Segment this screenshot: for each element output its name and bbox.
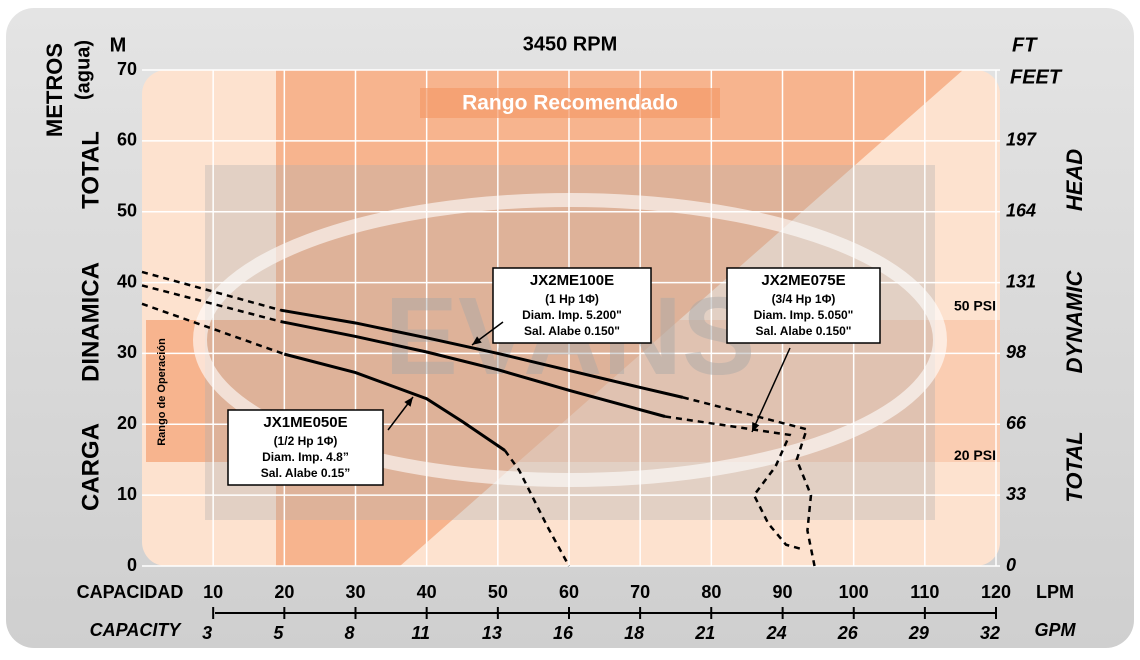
left-axis-title: TOTAL [77, 131, 104, 209]
annotation-title: JX2ME075E [761, 272, 845, 289]
y2-tick-label: 66 [1006, 413, 1027, 433]
right-axis-title: DYNAMIC [1062, 270, 1087, 374]
right-unit: FT [1012, 34, 1038, 56]
chart-title: 3450 RPM [523, 33, 618, 55]
y2-tick-label: 164 [1006, 200, 1036, 220]
x2-tick-label: 8 [344, 623, 354, 643]
curve [141, 302, 285, 356]
annotation-detail: Diam. Imp. 5.200" [522, 308, 622, 322]
left-unit: M [110, 34, 127, 56]
right-axis-title: HEAD [1062, 149, 1087, 211]
x2-tick-label: 18 [624, 623, 644, 643]
region-label: Rango Recomendado [462, 92, 678, 115]
x-unit: LPM [1036, 582, 1074, 602]
x2-unit: GPM [1034, 620, 1076, 640]
x2-tick-label: 3 [202, 623, 212, 643]
right-unit: FEET [1010, 66, 1063, 88]
psi-label: 50 PSI [954, 297, 996, 313]
annotation-arrowhead [404, 397, 413, 407]
x2-tick-label: 5 [273, 623, 284, 643]
annotation-arrow [751, 347, 791, 433]
x2-tick-label: 16 [553, 623, 574, 643]
y-tick-label: 40 [117, 271, 137, 291]
psi-band [276, 320, 1000, 462]
y-tick-label: 30 [117, 342, 137, 362]
annotation-detail: Sal. Alabe 0.150" [756, 324, 852, 338]
annotation-detail: (1 Hp 1Φ) [545, 292, 599, 306]
annotation-box [492, 267, 652, 344]
curve [141, 270, 282, 312]
left-axis-title: DINAMICA [77, 262, 104, 382]
x-tick-label: 50 [488, 582, 508, 602]
annotation-detail: Sal. Alabe 0.150" [524, 324, 620, 338]
annotation-detail: Diam. Imp. 4.8” [262, 450, 349, 464]
annotation-arrowhead [752, 422, 760, 432]
y-tick-label: 10 [117, 484, 137, 504]
x-tick-label: 100 [839, 582, 869, 602]
x-tick-label: 20 [274, 582, 294, 602]
x2-tick-label: 24 [766, 623, 787, 643]
y-tick-label: 0 [127, 555, 137, 575]
x-tick-label: 40 [417, 582, 437, 602]
curve [664, 415, 805, 551]
y2-tick-label: 33 [1006, 484, 1026, 504]
annotation-box [227, 409, 384, 486]
right-axis-title: TOTAL [1062, 431, 1087, 502]
y2-tick-label: 0 [1006, 555, 1016, 575]
x-tick-label: 110 [910, 582, 939, 602]
x2-tick-label: 13 [482, 623, 502, 643]
y2-tick-label: 197 [1006, 130, 1037, 150]
curve [141, 284, 282, 323]
annotation-arrowhead [472, 336, 482, 345]
watermark-ring [193, 193, 947, 487]
y2-tick-label: 98 [1006, 342, 1026, 362]
operation-label: Rango de Operación [156, 338, 168, 446]
x-tick-label: 60 [559, 582, 579, 602]
region-label-bg [420, 88, 720, 118]
x-tick-label: 10 [203, 582, 223, 602]
x2-tick-label: 32 [980, 623, 1000, 643]
x2-tick-label: 26 [837, 623, 859, 643]
annotation-detail: (1/2 Hp 1Φ) [274, 434, 338, 448]
curve [280, 320, 666, 418]
x-tick-label: 80 [701, 582, 721, 602]
psi-label: 20 PSI [954, 447, 996, 463]
left-title: (agua) [72, 40, 94, 100]
x-tick-label: 70 [630, 582, 650, 602]
curve [503, 449, 571, 567]
x-tick-label: 90 [772, 582, 792, 602]
annotation-detail: Diam. Imp. 5.050" [754, 308, 854, 322]
curve [283, 352, 506, 452]
x-tick-label: 30 [345, 582, 365, 602]
y-tick-label: 60 [117, 130, 137, 150]
annotation-title: JX2ME100E [530, 272, 614, 289]
x2-label: CAPACITY [90, 620, 183, 640]
annotation-box [726, 267, 881, 344]
curve [280, 308, 684, 399]
left-axis-title: CARGA [77, 423, 104, 511]
x-tick-label: 120 [981, 582, 1011, 602]
annotation-detail: (3/4 Hp 1Φ) [772, 292, 836, 306]
y-tick-label: 20 [117, 413, 137, 433]
y-tick-label: 70 [117, 59, 137, 79]
x-label: CAPACIDAD [77, 582, 184, 602]
left-title: METROS [42, 43, 67, 137]
x2-tick-label: 29 [908, 623, 929, 643]
annotation-title: JX1ME050E [263, 414, 347, 431]
y2-tick-label: 131 [1006, 271, 1036, 291]
annotation-detail: Sal. Alabe 0.15” [261, 466, 351, 480]
x2-tick-label: 11 [411, 623, 430, 643]
curve [682, 396, 816, 567]
y-tick-label: 50 [117, 200, 137, 220]
x2-tick-label: 21 [694, 623, 715, 643]
